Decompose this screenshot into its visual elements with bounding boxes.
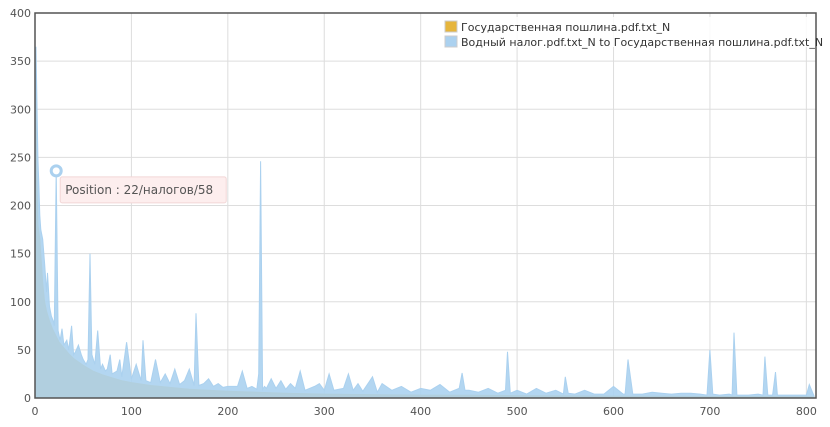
legend-swatch [444, 35, 458, 48]
x-tick-label: 500 [507, 405, 528, 418]
x-tick-label: 800 [796, 405, 817, 418]
y-tick-label: 200 [10, 200, 31, 213]
legend-label: Водный налог.pdf.txt_N to Государственна… [461, 36, 823, 49]
series-area-1 [34, 61, 815, 399]
x-tick-label: 600 [603, 405, 624, 418]
x-tick-label: 100 [121, 405, 142, 418]
tooltip: Position : 22/налогов/58 [49, 164, 227, 204]
legend-label: Государственная пошлина.pdf.txt_N [461, 21, 670, 34]
y-tick-label: 300 [10, 103, 31, 116]
y-tick-label: 350 [10, 55, 31, 68]
tooltip-text: Position : 22/налогов/58 [65, 183, 213, 197]
plot-border [34, 12, 817, 399]
legend-swatch [444, 20, 458, 33]
x-axis: 0 100 200 300 400 500 600 700 800 [32, 405, 817, 418]
x-tick-label: 300 [314, 405, 335, 418]
series-area-2 [34, 46, 815, 399]
grid-lines [34, 12, 816, 399]
tooltip-box [59, 176, 227, 204]
y-tick-label: 0 [24, 392, 31, 405]
plot-frame [34, 12, 817, 399]
y-tick-label: 400 [10, 7, 31, 20]
highlight-point [49, 164, 63, 178]
x-tick-label: 700 [699, 405, 720, 418]
y-tick-label: 100 [10, 296, 31, 309]
legend-box [442, 17, 813, 47]
plot-areas [34, 46, 815, 399]
y-tick-label: 150 [10, 248, 31, 261]
y-tick-label: 50 [17, 344, 31, 357]
x-tick-label: 0 [32, 405, 39, 418]
x-tick-label: 400 [410, 405, 431, 418]
y-tick-label: 250 [10, 151, 31, 164]
legend: Государственная пошлина.pdf.txt_N Водный … [442, 17, 823, 49]
x-tick-label: 200 [217, 405, 238, 418]
y-axis: 0 50 100 150 200 250 300 350 400 [10, 7, 31, 405]
